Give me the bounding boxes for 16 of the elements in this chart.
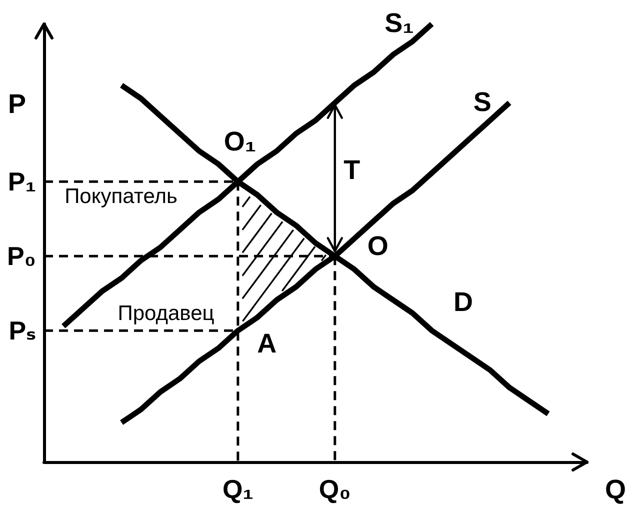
series-label: Pₛ [8,316,36,346]
annotation: O₁ [224,126,256,157]
annotation: Покупатель [64,185,178,208]
annotation: Продавец [118,302,214,326]
series-label: S [473,86,492,117]
series-label: S₁ [384,8,414,38]
series-label: P₀ [6,241,36,272]
annotation: O [367,231,388,262]
series-label: P₁ [8,166,36,197]
y-axis-title: P [8,89,26,119]
x-tick-label: Q₁ [222,474,254,504]
annotation: A [257,328,277,359]
x-axis-title: Q [605,474,626,504]
series-label: D [454,287,473,318]
x-tick-label: Q₀ [318,474,351,504]
annotation: T [344,154,361,185]
